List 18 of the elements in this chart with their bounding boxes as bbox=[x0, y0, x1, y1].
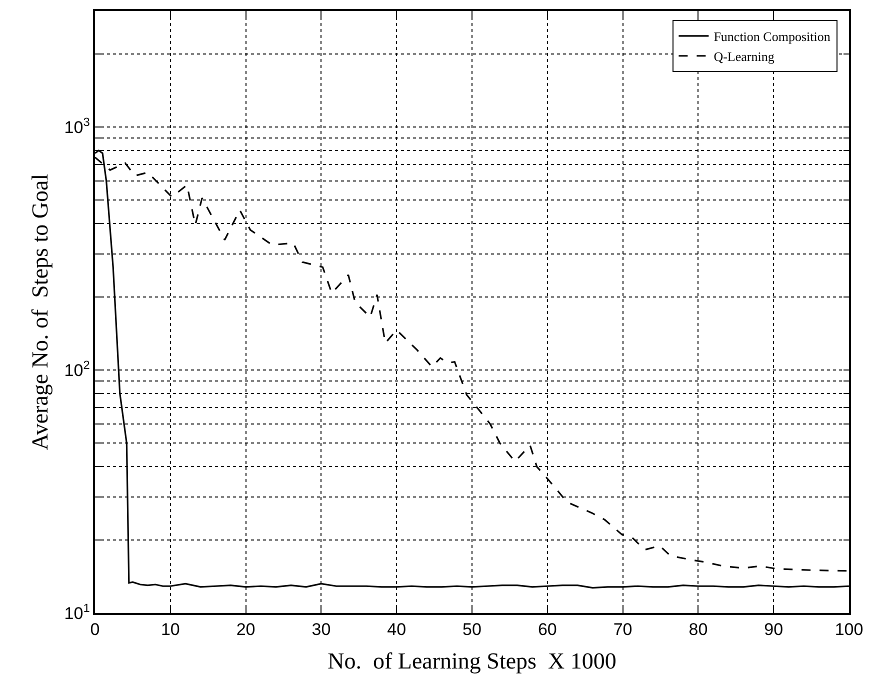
x-tick-label: 20 bbox=[236, 620, 256, 640]
x-tick-label: 0 bbox=[90, 620, 100, 640]
y-tick-label: 10$^{3}$ bbox=[64, 114, 90, 137]
x-tick-label: 10 bbox=[160, 620, 180, 640]
x-tick-label: 90 bbox=[764, 620, 784, 640]
x-axis-title: No. of Learning Steps X 1000 bbox=[328, 648, 616, 674]
x-tick-label: 100 bbox=[834, 620, 864, 640]
x-tick-label: 70 bbox=[613, 620, 632, 640]
x-tick-label: 60 bbox=[538, 620, 557, 640]
y-tick-label: 10$^{1}$ bbox=[64, 600, 90, 623]
legend-label: Function Composition bbox=[714, 29, 831, 44]
y-tick-label: 10$^{2}$ bbox=[64, 358, 90, 380]
legend-label: Q-Learning bbox=[714, 48, 775, 64]
x-tick-label: 80 bbox=[688, 620, 708, 640]
y-axis-title: Average No. of Steps to Goal bbox=[27, 174, 52, 450]
x-tick-label: 30 bbox=[312, 620, 331, 640]
x-tick-label: 50 bbox=[462, 620, 482, 640]
x-tick-label: 40 bbox=[387, 620, 406, 640]
